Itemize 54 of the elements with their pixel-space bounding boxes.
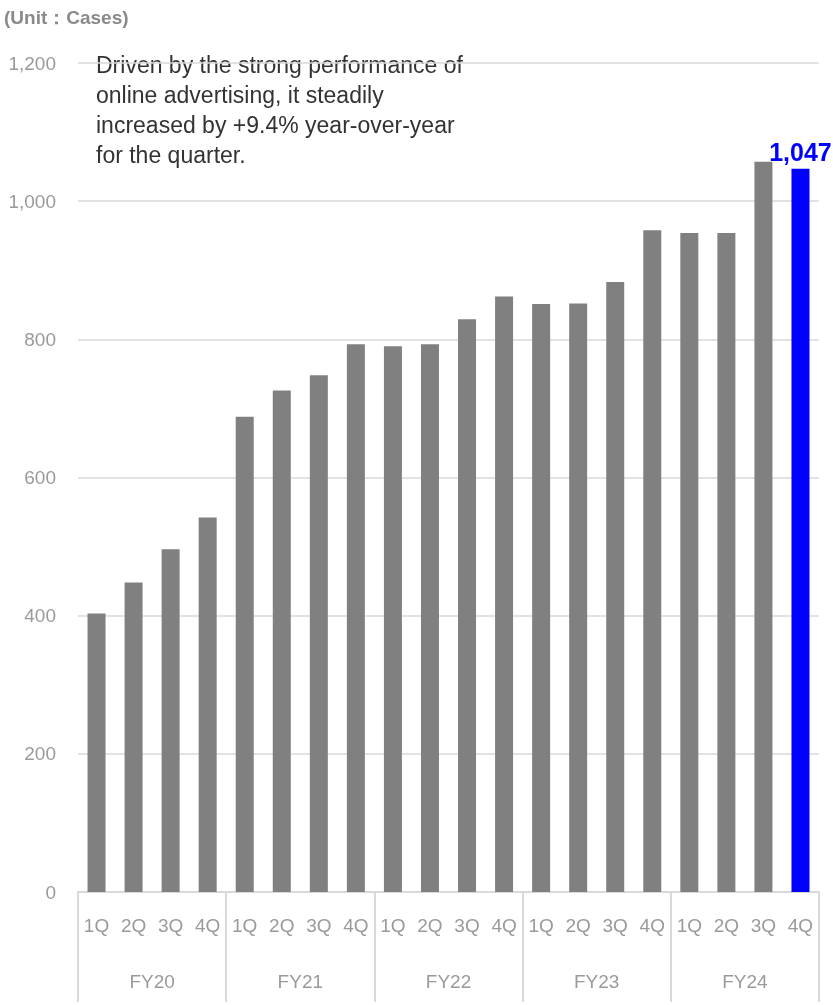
x-tick-label: 4Q bbox=[195, 915, 221, 936]
bar bbox=[161, 549, 180, 892]
x-tick-label: 1Q bbox=[232, 915, 258, 936]
x-tick-label: 3Q bbox=[750, 915, 777, 936]
bar bbox=[643, 230, 662, 892]
text: FY20 bbox=[129, 971, 175, 992]
bar bbox=[309, 375, 328, 892]
bar bbox=[420, 344, 439, 892]
text: FY22 bbox=[425, 971, 472, 992]
x-tick-label: 4Q bbox=[343, 915, 369, 936]
x-tick-label: 3Q bbox=[602, 915, 628, 936]
y-tick-label: 400 bbox=[24, 605, 56, 627]
bar bbox=[791, 168, 810, 892]
bar bbox=[272, 390, 291, 892]
bar bbox=[458, 319, 477, 892]
data-label: 1,047 bbox=[769, 138, 832, 167]
x-tick-label: 3Q bbox=[454, 915, 480, 936]
x-tick-label: 1Q bbox=[676, 915, 702, 936]
x-tick-label: 2Q bbox=[120, 915, 147, 936]
x-tick-label: 1Q bbox=[528, 915, 554, 936]
text: FY23 bbox=[573, 971, 620, 992]
bar bbox=[680, 232, 699, 892]
x-tick-label: 2Q bbox=[269, 915, 295, 936]
text: FY24 bbox=[722, 971, 769, 992]
y-tick-label: 800 bbox=[24, 328, 56, 350]
y-tick-label: 1,200 bbox=[8, 52, 56, 74]
bar bbox=[124, 582, 143, 892]
text: FY21 bbox=[277, 971, 324, 992]
bar bbox=[235, 416, 254, 892]
y-tick-label: 600 bbox=[24, 467, 56, 488]
bar bbox=[606, 281, 625, 892]
x-tick-label: 4Q bbox=[787, 915, 814, 936]
annotation: Driven by the strong performance of online advertising, it steadily increased by +9.4% year-over-year for the quarter. bbox=[96, 52, 464, 168]
x-tick-label: 4Q bbox=[639, 915, 665, 936]
x-tick-label: 1Q bbox=[380, 915, 406, 936]
x-tick-label: 2Q bbox=[565, 915, 591, 936]
bar bbox=[87, 613, 106, 892]
y-axis-title: (Unit：Cases) bbox=[4, 7, 129, 28]
bar bbox=[569, 303, 588, 892]
y-tick-label: 0 bbox=[45, 881, 56, 903]
x-tick-label: 3Q bbox=[157, 915, 184, 936]
bar bbox=[495, 296, 514, 892]
x-tick-label: 1Q bbox=[83, 915, 110, 936]
y-tick-label: 1,000 bbox=[8, 190, 56, 212]
bar bbox=[346, 344, 365, 892]
bar bbox=[198, 517, 217, 892]
bar bbox=[717, 232, 736, 892]
x-tick-label: 4Q bbox=[491, 915, 517, 936]
bar bbox=[383, 346, 402, 892]
x-tick-label: 2Q bbox=[417, 915, 443, 936]
bar bbox=[532, 304, 551, 892]
x-tick-label: 3Q bbox=[306, 915, 332, 936]
y-tick-label: 200 bbox=[24, 743, 56, 765]
x-tick-label: 2Q bbox=[713, 915, 740, 936]
